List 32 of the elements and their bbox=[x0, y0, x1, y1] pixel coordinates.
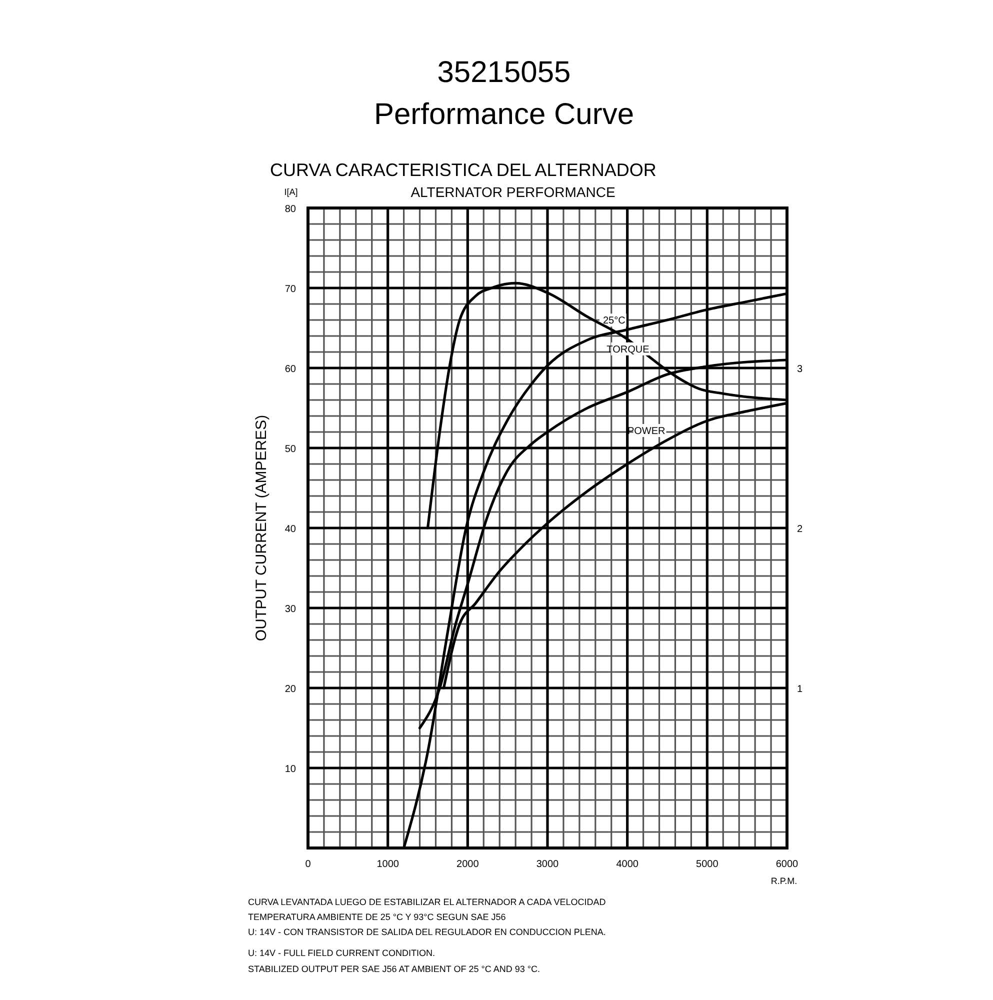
text: U: 14V - CON TRANSISTOR DE SALIDA DEL REGULADOR EN CONDUCCION PLENA. bbox=[248, 927, 606, 937]
y-tick-label: 60 bbox=[284, 364, 296, 375]
y2-tick-label: 2 bbox=[797, 524, 803, 535]
x-tick-label: 6000 bbox=[776, 859, 799, 870]
y-tick-label: 70 bbox=[284, 284, 296, 295]
y-tick-label: 50 bbox=[284, 444, 296, 455]
y-tick-label: 80 bbox=[284, 204, 296, 215]
x-axis-title: R.P.M. bbox=[770, 876, 798, 886]
x-tick-label: 3000 bbox=[536, 859, 560, 870]
text: STABILIZED OUTPUT PER SAE J56 AT AMBIENT OF 25 °C AND 93 °C. bbox=[248, 964, 540, 974]
chart-title: 35215055 bbox=[437, 56, 571, 89]
series-label: POWER bbox=[627, 426, 666, 437]
text: I[A] bbox=[284, 187, 298, 197]
chart-subtitle: Performance Curve bbox=[374, 98, 634, 131]
y2-tick-label: 3 bbox=[797, 364, 803, 375]
x-tick-label: 4000 bbox=[616, 859, 639, 870]
y2-tick-label: 1 bbox=[797, 684, 803, 695]
text: CURVA LEVANTADA LUEGO DE ESTABILIZAR EL ALTERNADOR A CADA VELOCIDAD bbox=[248, 897, 606, 907]
x-tick-label: 1000 bbox=[376, 859, 400, 870]
y-tick-label: 40 bbox=[284, 524, 296, 535]
x-tick-label: 2000 bbox=[456, 859, 480, 870]
series-label: 25°C bbox=[602, 316, 626, 327]
y-tick-label: 10 bbox=[284, 764, 296, 775]
y-tick-label: 20 bbox=[284, 684, 296, 695]
x-tick-label: 0 bbox=[305, 859, 312, 870]
text: U: 14V - FULL FIELD CURRENT CONDITION. bbox=[248, 948, 436, 958]
text: ALTERNATOR PERFORMANCE bbox=[410, 184, 616, 200]
text: CURVA CARACTERISTICA DEL ALTERNADOR bbox=[270, 160, 656, 180]
text: TEMPERATURA AMBIENTE DE 25 °C Y 93°C SEGUN SAE J56 bbox=[248, 912, 506, 922]
y-tick-label: 30 bbox=[284, 604, 296, 615]
x-tick-label: 5000 bbox=[696, 859, 719, 870]
y-axis-title: OUTPUT CURRENT (AMPERES) bbox=[253, 414, 270, 642]
